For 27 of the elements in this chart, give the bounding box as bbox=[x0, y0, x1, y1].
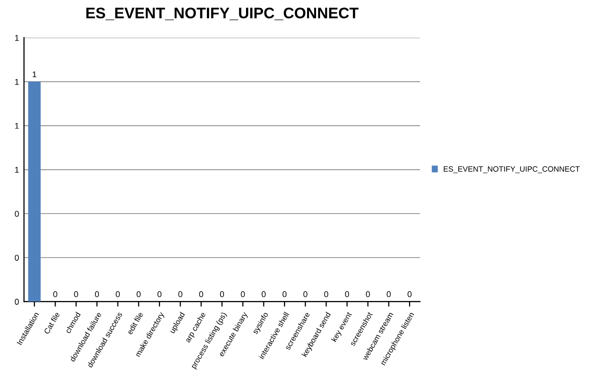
y-tick-label: 0 bbox=[14, 210, 19, 217]
y-tick-label: 1 bbox=[15, 166, 19, 173]
data-label: 0 bbox=[303, 291, 308, 298]
y-tick-label: 1 bbox=[15, 34, 19, 41]
data-label: 0 bbox=[282, 291, 287, 298]
data-label: 1 bbox=[32, 71, 36, 78]
data-label: 0 bbox=[220, 291, 224, 298]
y-tick-label: 1 bbox=[15, 78, 19, 85]
data-label: 0 bbox=[240, 291, 245, 298]
y-tick-label: 1 bbox=[15, 122, 19, 129]
data-label: 0 bbox=[74, 291, 78, 298]
data-label: 0 bbox=[199, 291, 204, 298]
chart-title: ES_EVENT_NOTIFY_UIPC_CONNECT bbox=[86, 8, 359, 20]
y-tick-label: 0 bbox=[14, 298, 19, 305]
data-label: 0 bbox=[136, 291, 141, 298]
data-label: 0 bbox=[157, 291, 162, 298]
data-label: 0 bbox=[178, 291, 182, 298]
data-label: 0 bbox=[386, 291, 391, 298]
data-label: 0 bbox=[262, 291, 266, 298]
data-label: 0 bbox=[324, 291, 328, 298]
data-label: 0 bbox=[94, 291, 99, 298]
data-label: 0 bbox=[408, 291, 412, 298]
data-label: 0 bbox=[366, 291, 370, 298]
data-label: 0 bbox=[345, 291, 350, 298]
y-tick-label: 0 bbox=[14, 254, 19, 261]
data-label: 0 bbox=[53, 291, 58, 298]
data-label: 0 bbox=[116, 291, 120, 298]
